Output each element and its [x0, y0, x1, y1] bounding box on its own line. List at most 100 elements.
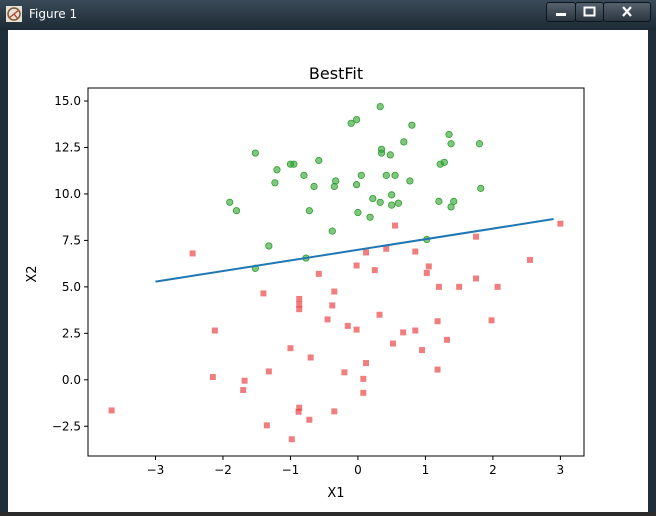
class0-point — [392, 222, 399, 229]
x-tick-label: −1 — [282, 463, 300, 477]
class0-point — [344, 322, 351, 329]
class1-point — [354, 208, 362, 217]
class0-point — [296, 306, 303, 313]
class0-point — [400, 329, 407, 336]
scatter-chart: BestFit −3 −2 −1 0 1 2 3 −2.5 0.0 2.5 5.0 7.5 10.0 1… — [25, 64, 585, 501]
class1-point — [273, 166, 281, 174]
class0-point — [376, 311, 383, 318]
y-tick-label: 2.5 — [62, 326, 81, 340]
class0-point — [209, 374, 216, 381]
class1-point — [352, 181, 361, 189]
class0-point — [473, 233, 480, 240]
class1-point — [406, 177, 414, 185]
class0-point — [108, 407, 115, 414]
class0-point — [419, 347, 426, 354]
class0-point — [360, 389, 367, 396]
y-tick-label: 7.5 — [62, 233, 81, 247]
class1-point — [436, 160, 444, 168]
class1-point — [232, 207, 241, 215]
class0-point — [260, 290, 267, 297]
class0-point — [444, 336, 451, 343]
maximize-icon — [583, 6, 596, 17]
chart-title: BestFit — [309, 64, 363, 83]
class0-point — [494, 283, 501, 290]
class1-point — [369, 194, 377, 203]
maximize-button[interactable] — [575, 2, 604, 22]
best-fit-line — [155, 218, 554, 283]
axes-frame — [87, 87, 585, 457]
class1-point — [386, 151, 394, 159]
class0-point — [353, 262, 360, 269]
class1-point — [475, 140, 484, 148]
class1-point — [477, 184, 485, 192]
class1-point — [447, 140, 455, 148]
class0-point — [189, 250, 196, 257]
class0-point — [287, 345, 294, 352]
class0-point — [412, 327, 419, 334]
class0-point — [329, 302, 336, 309]
class1-point — [226, 198, 234, 206]
y-tick-label: 5.0 — [62, 280, 81, 294]
matplotlib-app-icon — [6, 6, 22, 22]
class1-point — [394, 199, 403, 207]
class1-point — [300, 171, 308, 179]
class1-point — [376, 102, 384, 111]
class0-point — [241, 377, 248, 384]
x-tick-label: 3 — [557, 463, 565, 477]
close-icon — [622, 6, 632, 17]
class0-point — [434, 366, 441, 373]
class1-point — [400, 138, 408, 146]
plot-area — [87, 87, 585, 457]
class0-point — [371, 267, 378, 274]
class1-point — [366, 213, 374, 221]
class1-point — [377, 149, 386, 157]
class0-point — [363, 360, 370, 367]
class0-point — [435, 283, 442, 290]
class0-point — [331, 288, 338, 295]
class1-point — [330, 182, 338, 191]
class0-point — [296, 404, 303, 411]
class1-point — [251, 149, 259, 157]
y-tick-label: 0.0 — [62, 373, 81, 387]
y-tick-label: −2.5 — [52, 419, 81, 433]
class0-point — [412, 248, 419, 255]
class1-point — [391, 171, 399, 179]
class1-point — [265, 242, 273, 250]
class1-point — [388, 201, 396, 209]
class1-point — [315, 156, 323, 165]
class1-point — [310, 182, 318, 191]
class0-point — [425, 263, 432, 270]
x-tick-label: −2 — [214, 463, 232, 477]
y-tick-label: 12.5 — [54, 140, 81, 154]
class1-point — [328, 227, 336, 235]
minimize-button[interactable] — [546, 2, 576, 22]
close-button[interactable] — [603, 2, 651, 22]
title-bar[interactable]: Figure 1 — [0, 0, 656, 30]
class1-point — [376, 198, 384, 206]
class0-point — [434, 318, 441, 325]
x-tick-label: 0 — [354, 463, 362, 477]
class1-point — [352, 115, 361, 124]
class1-point — [435, 197, 443, 205]
class1-point — [445, 130, 453, 139]
y-axis-label: X2 — [25, 265, 40, 282]
class0-point — [324, 316, 331, 323]
class1-point — [305, 207, 313, 215]
class0-point — [363, 249, 370, 256]
y-axis: −2.5 0.0 2.5 5.0 7.5 10.0 12.5 15.0 — [52, 94, 88, 433]
class0-point — [315, 270, 322, 277]
class0-point — [383, 245, 390, 252]
x-axis: −3 −2 −1 0 1 2 3 — [147, 456, 565, 477]
class0-point — [360, 375, 367, 382]
figure-canvas[interactable]: BestFit −3 −2 −1 0 1 2 3 −2.5 0.0 2.5 5.0 7.5 10.0 1… — [8, 30, 648, 512]
class0-point — [331, 408, 338, 415]
class0-point — [296, 295, 303, 302]
class0-point — [423, 269, 430, 276]
class1-point — [382, 171, 390, 179]
class0-point — [240, 387, 247, 394]
window-title: Figure 1 — [29, 7, 78, 21]
class0-point — [488, 317, 495, 324]
class0-point — [263, 422, 270, 429]
class0-point — [307, 354, 314, 361]
